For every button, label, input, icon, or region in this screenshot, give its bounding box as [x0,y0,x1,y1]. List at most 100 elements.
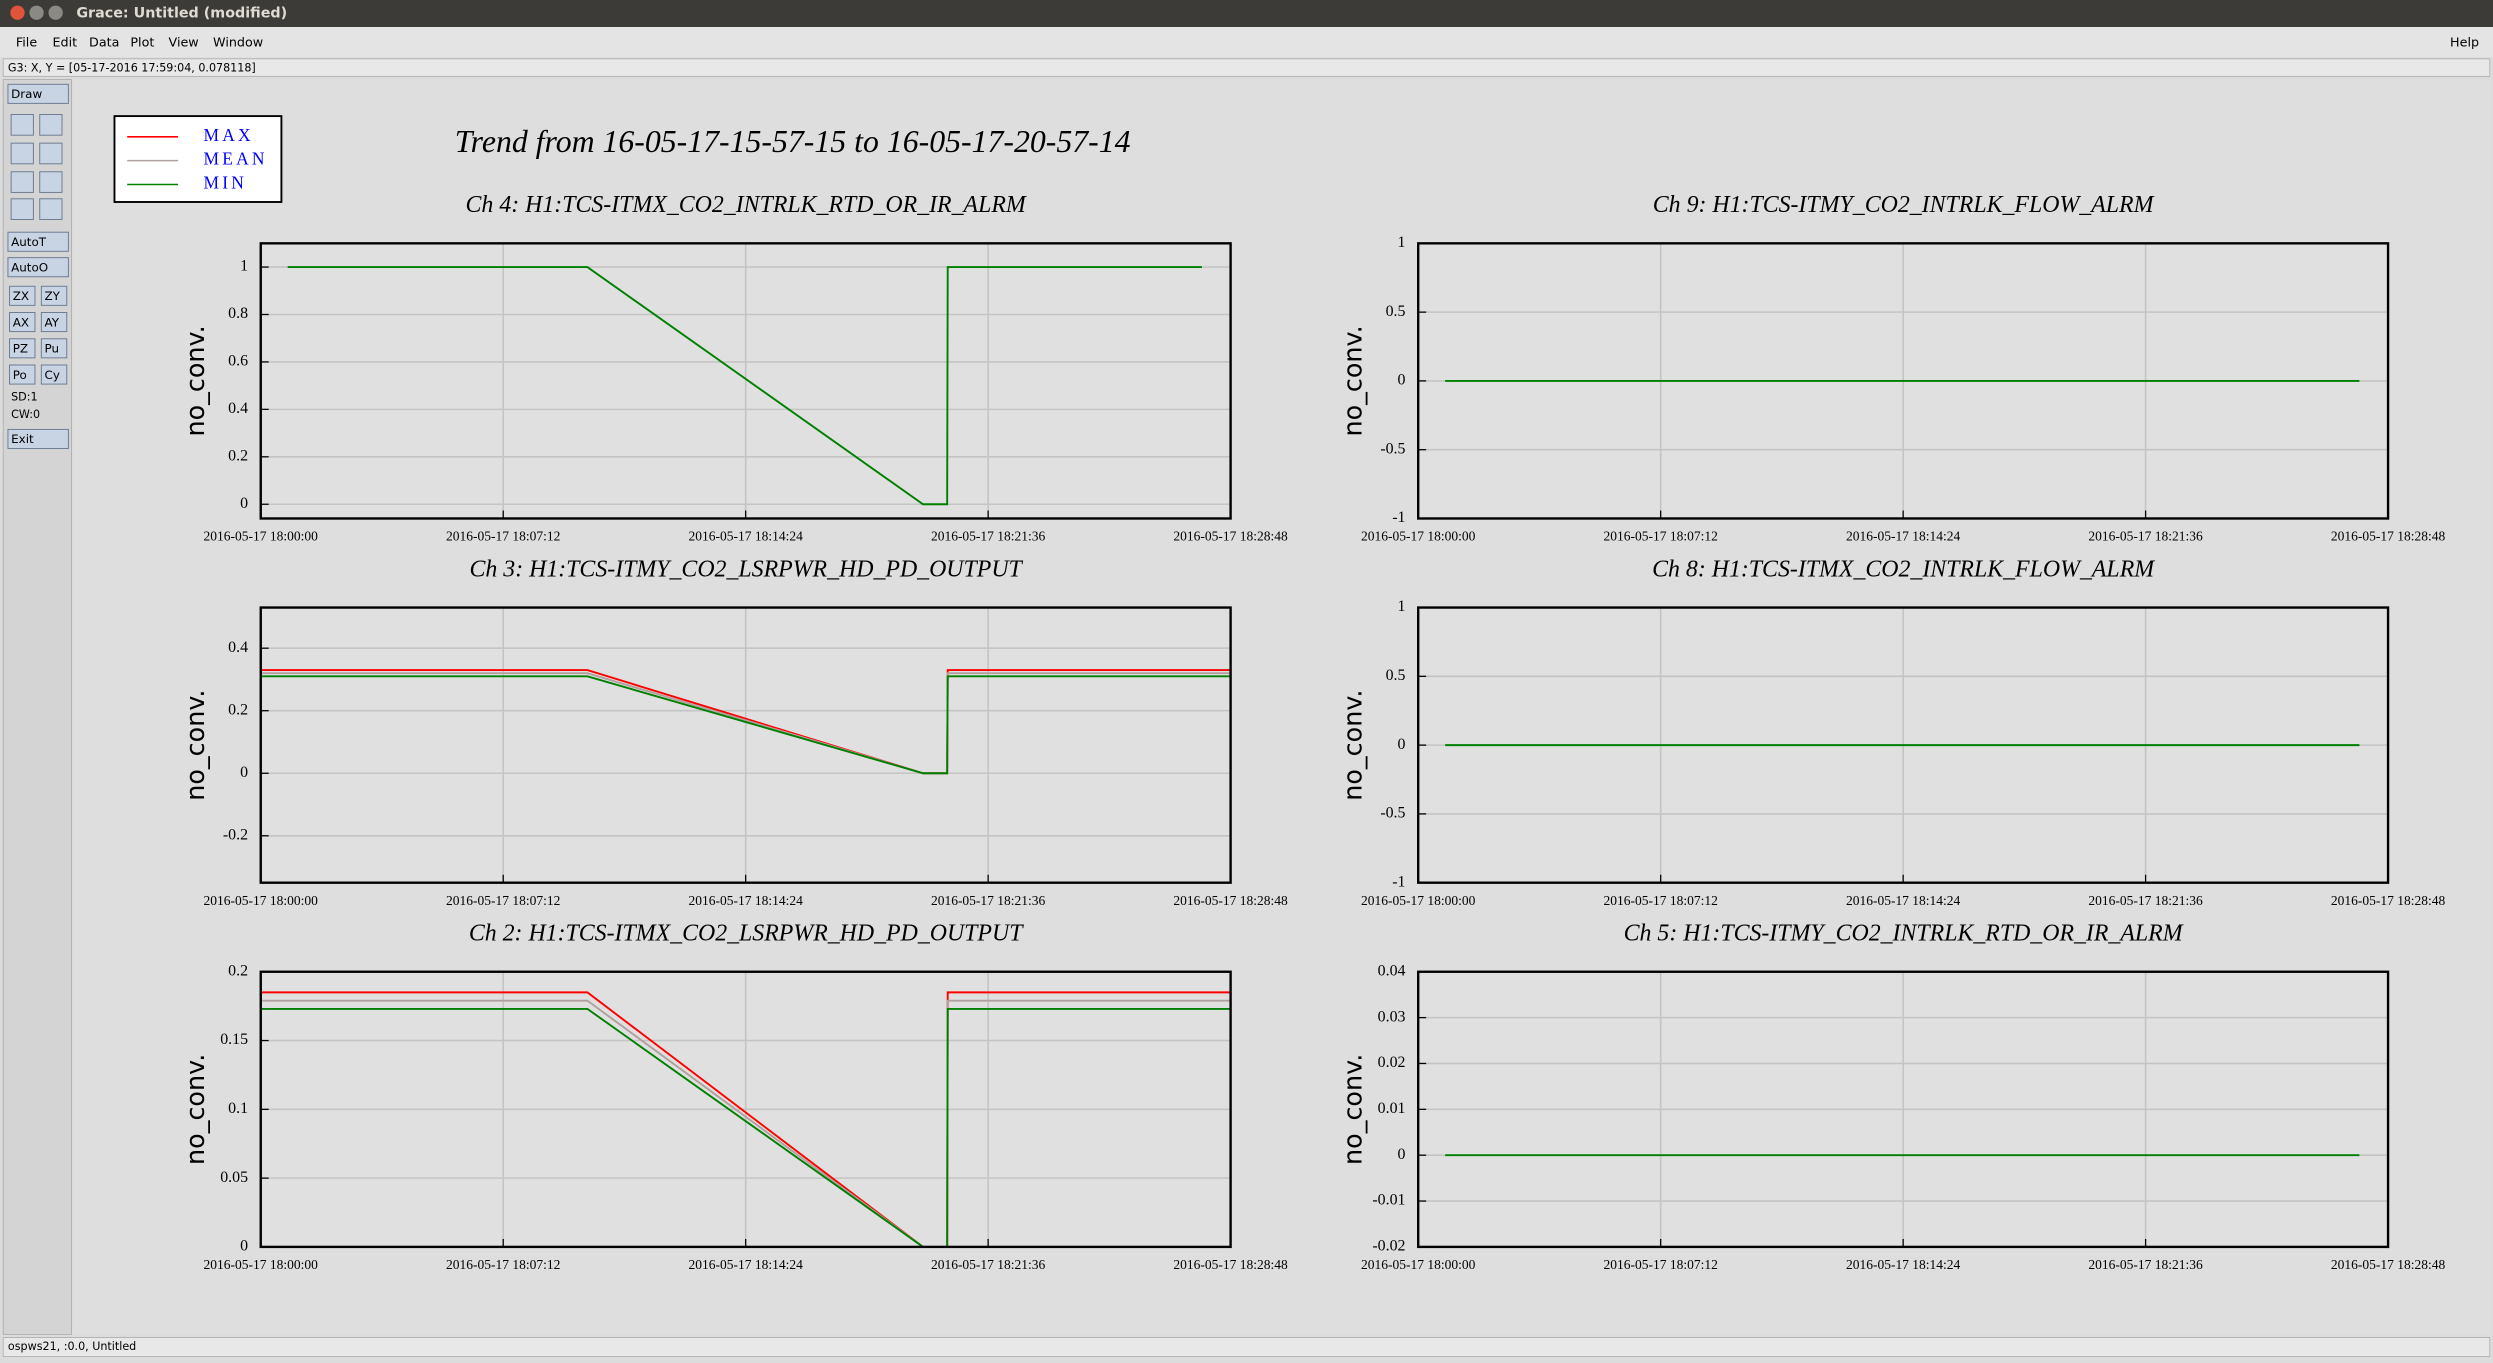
x-tick-label: 2016-05-17 18:14:24 [1846,1257,1961,1272]
x-tick-label: 2016-05-17 18:28:48 [2331,529,2446,544]
y-tick-label: 0 [1398,372,1406,389]
y-tick-label: 0 [1398,1146,1406,1163]
tool-button[interactable] [9,285,36,306]
close-button[interactable] [10,5,25,20]
x-tick-label: 2016-05-17 18:14:24 [688,1257,803,1272]
x-tick-label: 2016-05-17 18:00:00 [204,893,319,908]
plot-frame [259,242,1232,520]
tool-button[interactable] [10,142,34,165]
y-tick-label: 0.03 [1378,1008,1406,1025]
tool-button[interactable] [10,114,34,136]
tool-button[interactable] [10,171,34,193]
y-tick-label: -0.2 [223,826,248,843]
menu-item[interactable]: Data [89,34,119,49]
y-tick-label: 0.01 [1378,1100,1406,1117]
legend-label: MEAN [204,149,268,169]
menu-item[interactable]: Plot [130,34,154,49]
maximize-button[interactable] [48,5,63,20]
tool-button-label: Po [13,368,27,382]
y-tick-label: 0 [240,495,248,512]
tool-button[interactable] [10,198,34,220]
y-tick-label: 0.4 [228,400,248,417]
y-tick-label: 0.15 [220,1031,248,1048]
tool-button[interactable] [39,114,63,136]
title-bar [0,0,2493,28]
tool-button[interactable] [40,338,68,359]
x-tick-label: 2016-05-17 18:21:36 [2088,893,2203,908]
x-tick-label: 2016-05-17 18:28:48 [1173,529,1288,544]
y-axis-label: no_conv. [1338,1054,1368,1165]
plot-frame [259,970,1232,1249]
tool-button[interactable] [7,428,69,449]
menu-item[interactable]: Edit [52,34,77,49]
minimize-button[interactable] [29,5,44,20]
tool-button-label: Draw [11,87,42,101]
x-tick-label: 2016-05-17 18:14:24 [1846,893,1961,908]
x-tick-label: 2016-05-17 18:28:48 [1173,1257,1288,1272]
series-line [287,266,1202,506]
menu-help[interactable]: Help [2450,34,2479,49]
tool-button[interactable] [7,83,69,104]
status: ospws21, :0.0, Untitled [8,1340,136,1353]
y-tick-label: 0.1 [228,1100,248,1117]
locator: G3: X, Y = [05-17-2016 17:59:04, 0.07811… [8,61,256,74]
y-tick-label: 0.04 [1378,962,1406,979]
x-tick-label: 2016-05-17 18:00:00 [1361,1257,1476,1272]
x-tick-label: 2016-05-17 18:07:12 [446,1257,560,1272]
y-tick-label: 0.5 [1386,667,1406,684]
x-tick-label: 2016-05-17 18:07:12 [446,893,560,908]
chart-title: Ch 3: H1:TCS-ITMY_CO2_LSRPWR_HD_PD_OUTPU… [470,556,1024,582]
y-tick-label: 0 [240,1238,248,1255]
tool-button[interactable] [9,312,36,333]
x-tick-label: 2016-05-17 18:00:00 [204,529,319,544]
x-tick-label: 2016-05-17 18:07:12 [446,529,560,544]
y-tick-label: 0.4 [228,639,248,656]
window-title: Grace: Untitled (modified) [76,6,287,22]
tool-button[interactable] [9,338,36,359]
y-tick-label: 0 [1398,736,1406,753]
x-tick-label: 2016-05-17 18:07:12 [1603,529,1717,544]
tool-button[interactable] [40,364,68,385]
tool-button[interactable] [40,312,68,333]
y-axis-label: no_conv. [1338,689,1368,800]
y-tick-label: 0.2 [228,962,248,979]
x-tick-label: 2016-05-17 18:21:36 [931,1257,1046,1272]
tool-button[interactable] [9,364,36,385]
tool-button[interactable] [39,142,63,165]
tool-button-label: AutoO [11,260,48,274]
tool-button-label: Exit [11,432,34,446]
tool-button[interactable] [7,257,69,278]
chart-title: Ch 2: H1:TCS-ITMX_CO2_LSRPWR_HD_PD_OUTPU… [469,921,1024,947]
x-tick-label: 2016-05-17 18:07:12 [1603,893,1717,908]
series-line [260,675,1231,775]
x-tick-label: 2016-05-17 18:00:00 [1361,893,1476,908]
plot-frame [259,606,1232,884]
y-axis-label: no_conv. [180,689,210,800]
legend-label: MIN [204,173,248,193]
tool-button-label: ZY [45,289,61,303]
tool-button[interactable] [39,198,63,220]
y-tick-label: 0.6 [228,353,248,370]
x-tick-label: 2016-05-17 18:21:36 [931,529,1046,544]
menu-item[interactable]: View [169,34,199,49]
menu-item[interactable]: Window [213,34,263,49]
chart-title: Ch 4: H1:TCS-ITMX_CO2_INTRLK_RTD_OR_IR_A… [466,192,1027,218]
tool-button[interactable] [39,171,63,193]
y-tick-label: -0.02 [1372,1238,1405,1255]
tool-button-label: AutoT [11,235,47,249]
y-tick-label: 0.02 [1378,1054,1406,1071]
tool-button-label: Pu [45,342,60,356]
plot-frame [1417,242,2390,520]
status-bar [2,1337,2491,1358]
y-tick-label: 1 [1398,598,1406,615]
chart-title: Ch 9: H1:TCS-ITMY_CO2_INTRLK_FLOW_ALRM [1653,192,2155,218]
tool-button[interactable] [7,231,69,252]
y-tick-label: 0.8 [228,305,248,322]
x-tick-label: 2016-05-17 18:21:36 [2088,1257,2203,1272]
tool-button[interactable] [40,285,68,306]
x-tick-label: 2016-05-17 18:00:00 [204,1257,319,1272]
y-tick-label: 0.2 [228,701,248,718]
y-tick-label: -1 [1392,873,1405,890]
menu-item[interactable]: File [16,34,37,49]
tool-button-label: Cy [45,368,60,382]
